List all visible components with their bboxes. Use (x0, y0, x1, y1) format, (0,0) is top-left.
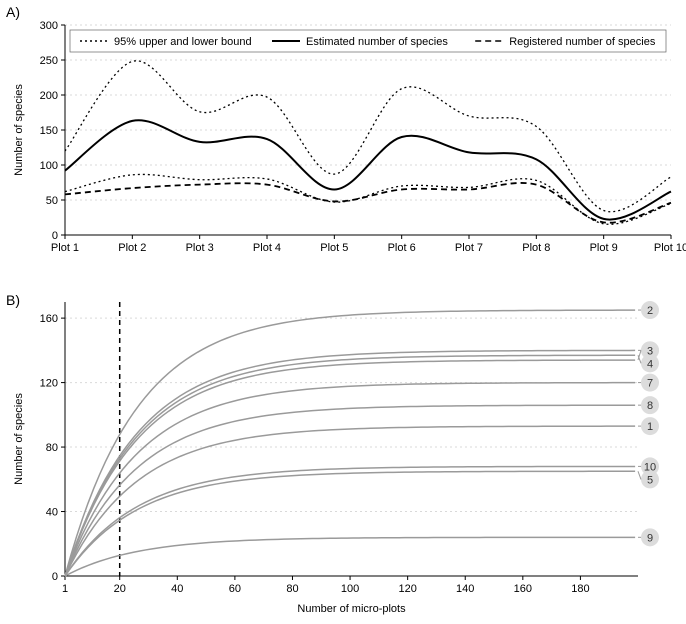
x-tick-label: 60 (229, 583, 241, 595)
curve-1 (65, 426, 635, 576)
legend-label: Estimated number of species (306, 36, 448, 48)
y-tick-label: 50 (46, 195, 58, 207)
curve-5 (65, 471, 635, 576)
series-estimated (65, 120, 671, 219)
x-tick-label: Plot 9 (590, 242, 618, 254)
curve-4 (65, 355, 635, 576)
x-tick-label: Plot 4 (253, 242, 281, 254)
curve-badge-label: 5 (647, 474, 653, 486)
legend-label: Registered number of species (509, 36, 656, 48)
curve-badge-label: 7 (647, 378, 653, 390)
x-tick-label: 80 (286, 583, 298, 595)
x-tick-label: Plot 7 (455, 242, 483, 254)
curve-9 (65, 537, 635, 576)
curve-badge-label: 4 (647, 358, 653, 370)
panel-b-svg: 04080120160120406080100120140160180Numbe… (0, 292, 686, 624)
legend-label: 95% upper and lower bound (114, 36, 252, 48)
series-upper (65, 61, 671, 212)
y-tick-label: 160 (40, 313, 58, 325)
curve-badge-label: 2 (647, 305, 653, 317)
y-tick-label: 0 (52, 230, 58, 242)
curve-badge-label: 3 (647, 345, 653, 357)
figure-container: A) 050100150200250300Plot 1Plot 2Plot 3P… (0, 0, 686, 624)
y-tick-label: 80 (46, 442, 58, 454)
curve-badge-label: 9 (647, 532, 653, 544)
series-lower (65, 174, 671, 224)
curve-badge-label: 8 (647, 400, 653, 412)
x-tick-label: Plot 6 (388, 242, 416, 254)
y-tick-label: 0 (52, 571, 58, 583)
x-tick-label: 1 (62, 583, 68, 595)
x-tick-label: 140 (456, 583, 474, 595)
x-tick-label: Plot 10 (654, 242, 686, 254)
x-tick-label: 180 (571, 583, 589, 595)
y-axis-label: Number of species (13, 393, 25, 485)
panel-a-svg: 0 50 100 150 200 250 300 Plot 1 Plot 2 Plot 3 Plot… (0, 0, 686, 270)
x-tick-label: Plot 3 (186, 242, 214, 254)
x-tick-label: Plot 1 (51, 242, 79, 254)
x-tick-label: 40 (171, 583, 183, 595)
y-tick-label: 40 (46, 507, 58, 519)
x-tick-label: Plot 2 (118, 242, 146, 254)
y-tick-label: 150 (40, 125, 58, 137)
y-tick-label: 300 (40, 20, 58, 32)
x-tick-label: 120 (398, 583, 416, 595)
x-tick-label: 20 (114, 583, 126, 595)
y-axis-label: Number of species (13, 84, 25, 176)
curve-8 (65, 405, 635, 576)
legend: 95% upper and lower bound Estimated numbe… (70, 30, 666, 52)
curve-6 (65, 350, 635, 576)
x-tick-label: Plot 5 (320, 242, 348, 254)
x-tick-label: 160 (514, 583, 532, 595)
x-axis-label: Number of micro-plots (297, 603, 406, 615)
y-tick-label: 120 (40, 378, 58, 390)
x-tick-label: Plot 8 (522, 242, 550, 254)
y-tick-label: 250 (40, 55, 58, 67)
x-tick-label: 100 (341, 583, 359, 595)
badge-connector (638, 471, 641, 479)
curve-7 (65, 383, 635, 576)
curve-10 (65, 466, 635, 576)
y-tick-label: 100 (40, 160, 58, 172)
y-tick-label: 200 (40, 90, 58, 102)
curve-badge-label: 1 (647, 421, 653, 433)
